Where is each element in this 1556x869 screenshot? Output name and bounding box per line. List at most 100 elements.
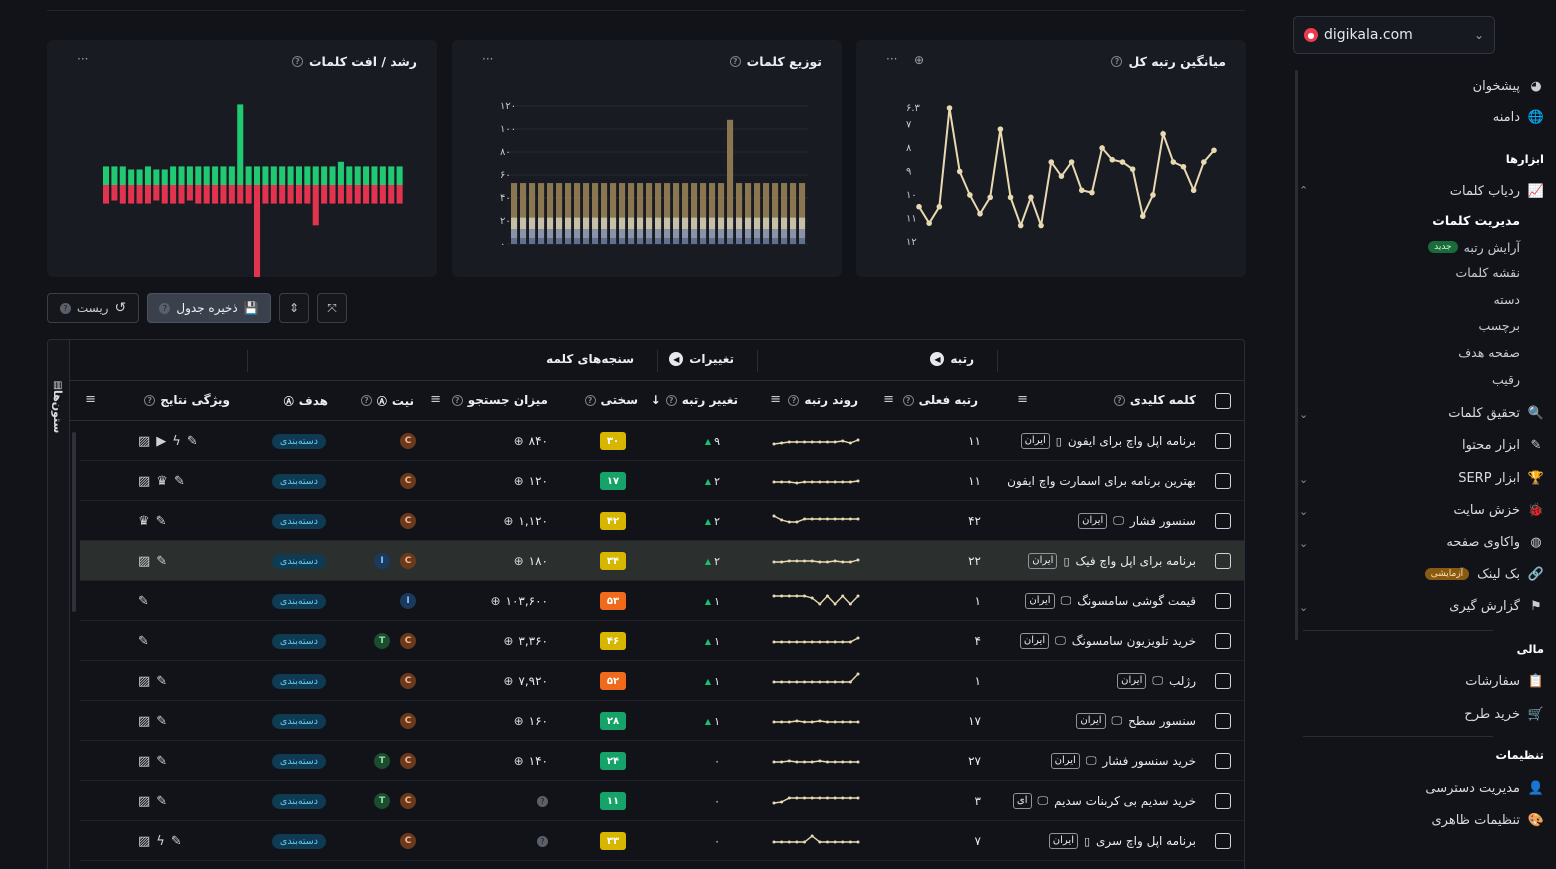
bar-segment[interactable] bbox=[772, 229, 779, 239]
data-point[interactable] bbox=[1160, 131, 1166, 137]
card-menu-icon[interactable]: ··· bbox=[886, 52, 898, 66]
growth-bar[interactable] bbox=[136, 169, 143, 186]
bar-segment[interactable] bbox=[682, 217, 689, 230]
decline-bar[interactable] bbox=[111, 185, 118, 201]
pencil-icon[interactable]: ✎ bbox=[155, 513, 167, 529]
decline-bar[interactable] bbox=[203, 185, 210, 204]
bar-segment[interactable] bbox=[763, 183, 770, 218]
bar-segment[interactable] bbox=[673, 238, 680, 244]
bar-segment[interactable] bbox=[700, 217, 707, 230]
target-badge[interactable]: دسته‌بندی bbox=[271, 433, 326, 449]
bar-segment[interactable] bbox=[511, 229, 518, 239]
pencil-icon[interactable]: ✎ bbox=[138, 593, 149, 609]
bar-segment[interactable] bbox=[790, 183, 797, 218]
bar-segment[interactable] bbox=[691, 229, 698, 239]
pencil-icon[interactable]: ✎ bbox=[173, 473, 185, 489]
bar-segment[interactable] bbox=[619, 238, 626, 244]
bar-segment[interactable] bbox=[592, 183, 599, 218]
bar-segment[interactable] bbox=[763, 229, 770, 239]
pencil-icon[interactable]: ✎ bbox=[156, 793, 168, 809]
growth-bar[interactable] bbox=[329, 166, 336, 185]
bar-segment[interactable] bbox=[673, 183, 680, 218]
bar-segment[interactable] bbox=[727, 238, 734, 244]
reset-button[interactable]: ↺ ریست ? bbox=[47, 293, 139, 323]
bar-segment[interactable] bbox=[781, 183, 788, 218]
pencil-icon[interactable]: ✎ bbox=[156, 673, 168, 689]
target-cell[interactable]: دسته‌بندی bbox=[271, 421, 326, 461]
sidebar-item-access[interactable]: 👤 مدیریت دسترسی bbox=[1425, 780, 1544, 796]
row-checkbox[interactable] bbox=[1215, 593, 1231, 609]
decline-bar[interactable] bbox=[379, 185, 386, 204]
target-cell[interactable]: دسته‌بندی bbox=[271, 741, 326, 781]
growth-bar[interactable] bbox=[212, 166, 219, 185]
growth-bar[interactable] bbox=[186, 166, 193, 185]
header-rank-change[interactable]: تغییر رتبه? ↓ bbox=[650, 393, 738, 407]
bar-segment[interactable] bbox=[772, 217, 779, 230]
bolt-icon[interactable]: ϟ bbox=[172, 433, 181, 449]
growth-bar[interactable] bbox=[245, 166, 252, 185]
growth-bar[interactable] bbox=[220, 166, 227, 185]
bar-segment[interactable] bbox=[709, 217, 716, 230]
decline-bar[interactable] bbox=[346, 185, 353, 204]
bar-segment[interactable] bbox=[610, 183, 617, 218]
bar-segment[interactable] bbox=[565, 238, 572, 244]
data-point[interactable] bbox=[1089, 189, 1095, 196]
data-point[interactable] bbox=[1078, 187, 1085, 194]
save-table-button[interactable]: 💾 ذخیره جدول ? bbox=[147, 293, 271, 323]
table-row[interactable]: خرید تلویزیون سامسونگ 🖵 ایران ۴ ۱ ▲ ۴۶ ۳,۳۶… bbox=[80, 621, 1244, 661]
data-point[interactable] bbox=[967, 192, 973, 198]
zoom-icon[interactable]: ⊕ bbox=[513, 554, 524, 568]
bar-segment[interactable] bbox=[520, 183, 527, 218]
bar-segment[interactable] bbox=[556, 229, 563, 239]
target-badge[interactable]: دسته‌بندی bbox=[271, 513, 326, 529]
bar-segment[interactable] bbox=[601, 217, 608, 230]
row-checkbox[interactable] bbox=[1215, 713, 1231, 729]
header-keyword[interactable]: کلمه کلیدی? bbox=[1113, 393, 1196, 407]
decline-bar[interactable] bbox=[220, 185, 227, 204]
target-cell[interactable]: دسته‌بندی bbox=[271, 541, 326, 581]
decline-bar[interactable] bbox=[337, 185, 344, 204]
row-checkbox[interactable] bbox=[1215, 833, 1231, 849]
bar-segment[interactable] bbox=[565, 183, 572, 218]
decline-bar[interactable] bbox=[254, 185, 261, 277]
bar-segment[interactable] bbox=[745, 229, 752, 239]
growth-bar[interactable] bbox=[379, 166, 386, 185]
decline-bar[interactable] bbox=[195, 185, 202, 204]
bar-segment[interactable] bbox=[592, 229, 599, 239]
sidebar-item-keyword-map[interactable]: نقشه کلمات bbox=[1455, 264, 1520, 280]
data-point[interactable] bbox=[1201, 159, 1207, 165]
bar-segment[interactable] bbox=[781, 238, 788, 244]
bar-segment[interactable] bbox=[727, 229, 734, 239]
bar-segment[interactable] bbox=[601, 229, 608, 239]
zoom-icon[interactable]: ⊕ bbox=[914, 53, 925, 67]
growth-bar[interactable] bbox=[396, 166, 403, 185]
bar-segment[interactable] bbox=[718, 183, 725, 218]
bar-segment[interactable] bbox=[628, 217, 635, 230]
domain-select[interactable]: ● digikala.com ⌄ bbox=[1293, 16, 1495, 54]
card-menu-icon[interactable]: ··· bbox=[77, 52, 89, 66]
data-point[interactable] bbox=[916, 203, 922, 210]
data-point[interactable] bbox=[946, 105, 953, 111]
growth-bar[interactable] bbox=[195, 166, 202, 185]
image-icon[interactable]: ▨ bbox=[138, 433, 151, 449]
bar-segment[interactable] bbox=[592, 217, 599, 230]
bar-segment[interactable] bbox=[619, 217, 626, 230]
pencil-icon[interactable]: ✎ bbox=[156, 753, 168, 769]
row-checkbox[interactable] bbox=[1215, 633, 1231, 649]
bar-segment[interactable] bbox=[556, 238, 563, 244]
bar-segment[interactable] bbox=[610, 229, 617, 239]
bar-segment[interactable] bbox=[736, 238, 743, 244]
bar-segment[interactable] bbox=[628, 183, 635, 218]
decline-bar[interactable] bbox=[228, 185, 235, 204]
target-badge[interactable]: دسته‌بندی bbox=[271, 673, 326, 689]
bar-segment[interactable] bbox=[709, 229, 716, 239]
bar-segment[interactable] bbox=[511, 238, 518, 244]
bar-segment[interactable] bbox=[754, 238, 761, 244]
bar-segment[interactable] bbox=[511, 217, 518, 230]
decline-bar[interactable] bbox=[245, 185, 252, 204]
target-badge[interactable]: دسته‌بندی bbox=[271, 793, 326, 809]
growth-bar[interactable] bbox=[128, 169, 135, 186]
bar-segment[interactable] bbox=[538, 217, 545, 230]
bar-segment[interactable] bbox=[799, 238, 806, 244]
data-point[interactable] bbox=[1170, 159, 1177, 165]
